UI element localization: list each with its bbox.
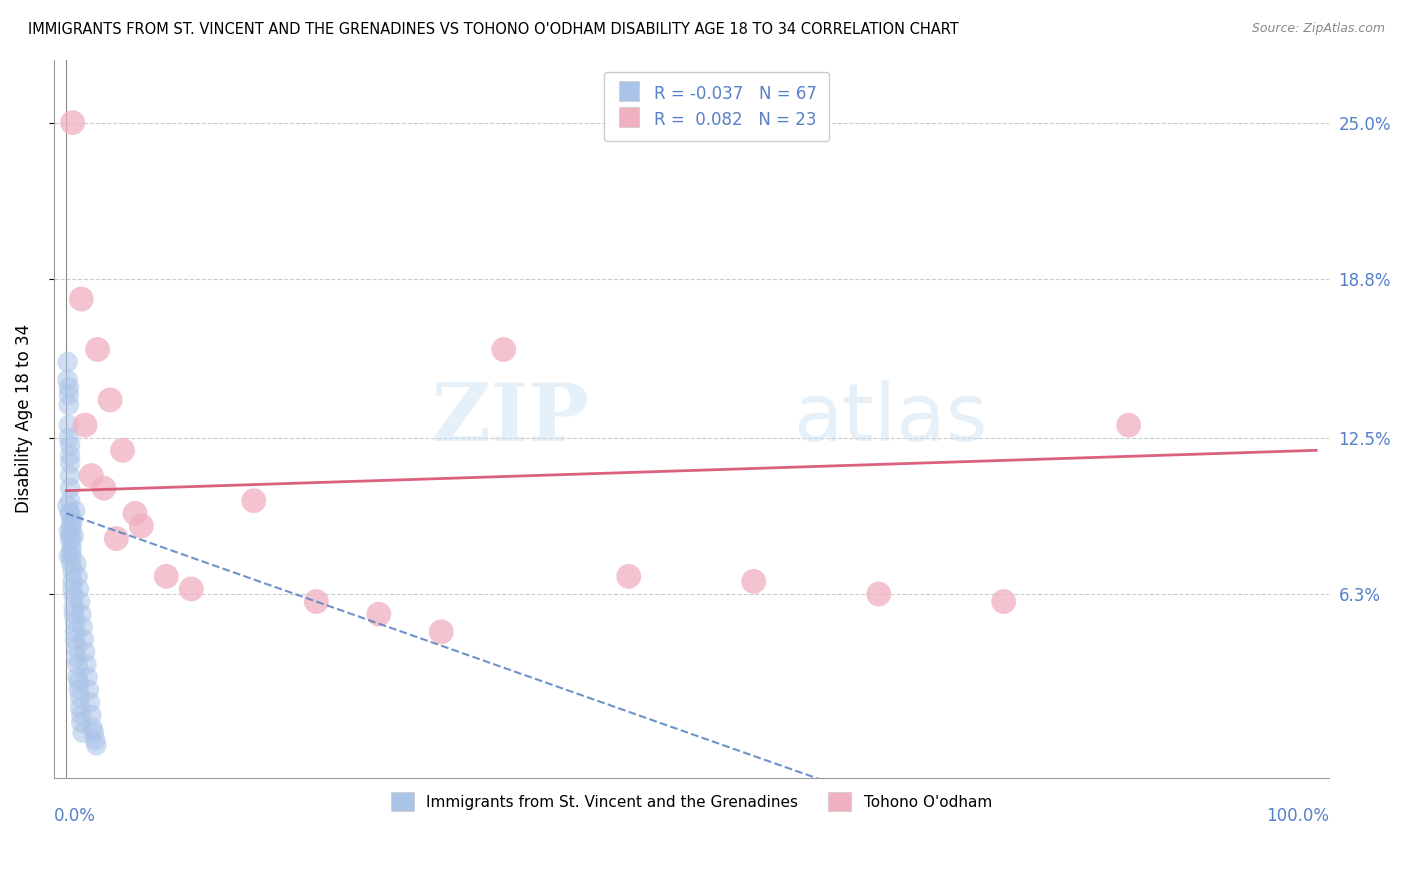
- Point: [742, 574, 765, 589]
- Point: [62, 564, 84, 578]
- Point: [86, 738, 108, 752]
- Point: [69, 594, 91, 608]
- Point: [62, 115, 84, 129]
- Point: [66, 670, 89, 684]
- Point: [75, 418, 97, 433]
- Point: [93, 481, 115, 495]
- Point: [60, 549, 83, 564]
- Point: [66, 569, 89, 583]
- Point: [58, 431, 80, 445]
- Point: [59, 456, 82, 470]
- Point: [63, 529, 86, 543]
- Point: [70, 715, 93, 730]
- Point: [63, 590, 86, 604]
- Point: [60, 514, 83, 528]
- Point: [60, 532, 83, 546]
- Text: IMMIGRANTS FROM ST. VINCENT AND THE GRENADINES VS TOHONO O'ODHAM DISABILITY AGE : IMMIGRANTS FROM ST. VINCENT AND THE GREN…: [28, 22, 959, 37]
- Point: [62, 574, 84, 589]
- Point: [65, 557, 87, 571]
- Point: [84, 733, 107, 747]
- Point: [243, 493, 266, 508]
- Point: [86, 343, 108, 357]
- Point: [155, 569, 177, 583]
- Point: [70, 607, 93, 622]
- Legend: Immigrants from St. Vincent and the Grenadines, Tohono O'odham: Immigrants from St. Vincent and the Gren…: [385, 786, 998, 817]
- Point: [83, 725, 105, 739]
- Point: [72, 725, 94, 739]
- Point: [66, 657, 89, 672]
- Point: [58, 388, 80, 402]
- Point: [56, 373, 79, 387]
- Point: [60, 519, 83, 533]
- Point: [56, 355, 79, 369]
- Point: [180, 582, 202, 596]
- Point: [59, 438, 82, 452]
- Point: [63, 599, 86, 614]
- Point: [60, 557, 83, 571]
- Point: [67, 675, 90, 690]
- Point: [59, 448, 82, 462]
- Point: [79, 695, 101, 709]
- Point: [65, 650, 87, 665]
- Point: [124, 506, 146, 520]
- Point: [75, 645, 97, 659]
- Point: [70, 292, 93, 306]
- Point: [63, 615, 86, 629]
- Point: [111, 443, 134, 458]
- Point: [59, 532, 82, 546]
- Point: [617, 569, 640, 583]
- Point: [69, 700, 91, 714]
- Point: [98, 392, 121, 407]
- Point: [60, 539, 83, 553]
- Point: [58, 549, 80, 564]
- Point: [62, 514, 84, 528]
- Point: [80, 708, 103, 723]
- Point: [305, 594, 328, 608]
- Point: [131, 519, 153, 533]
- Point: [1118, 418, 1140, 433]
- Point: [56, 499, 79, 513]
- Point: [63, 607, 86, 622]
- Y-axis label: Disability Age 18 to 34: Disability Age 18 to 34: [15, 324, 32, 514]
- Text: 0.0%: 0.0%: [53, 806, 96, 825]
- Point: [58, 398, 80, 412]
- Point: [105, 532, 128, 546]
- Point: [58, 380, 80, 394]
- Point: [73, 632, 96, 647]
- Point: [63, 632, 86, 647]
- Point: [80, 468, 103, 483]
- Point: [367, 607, 389, 622]
- Point: [59, 506, 82, 520]
- Point: [868, 587, 890, 601]
- Point: [63, 504, 86, 518]
- Text: 100.0%: 100.0%: [1265, 806, 1329, 825]
- Point: [62, 582, 84, 596]
- Text: Source: ZipAtlas.com: Source: ZipAtlas.com: [1251, 22, 1385, 36]
- Point: [76, 670, 98, 684]
- Point: [59, 468, 82, 483]
- Point: [59, 481, 82, 495]
- Point: [59, 506, 82, 520]
- Point: [67, 582, 90, 596]
- Point: [63, 624, 86, 639]
- Point: [430, 624, 453, 639]
- Point: [75, 657, 97, 672]
- Point: [60, 524, 83, 538]
- Point: [58, 418, 80, 433]
- Point: [492, 343, 515, 357]
- Point: [993, 594, 1015, 608]
- Point: [77, 682, 100, 697]
- Point: [60, 544, 83, 558]
- Point: [72, 620, 94, 634]
- Point: [65, 640, 87, 654]
- Point: [70, 708, 93, 723]
- Point: [82, 721, 104, 735]
- Text: ZIP: ZIP: [432, 380, 589, 458]
- Text: atlas: atlas: [793, 380, 987, 458]
- Point: [58, 524, 80, 538]
- Point: [69, 690, 91, 705]
- Point: [59, 493, 82, 508]
- Point: [67, 682, 90, 697]
